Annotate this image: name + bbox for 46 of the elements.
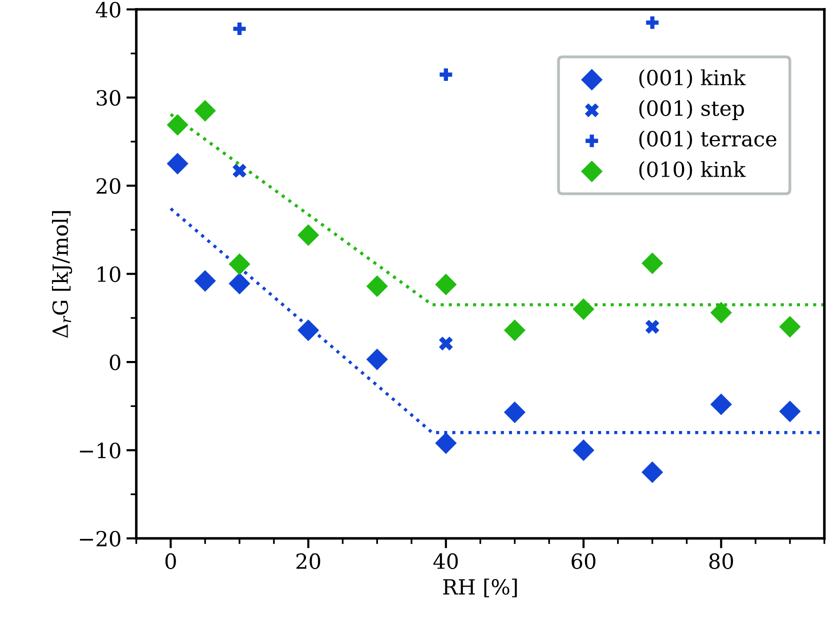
point [298,319,320,342]
point [435,432,457,454]
point [440,68,452,81]
x-tick-label: 60 [572,553,596,570]
point [166,152,188,174]
y-axis-title: Δ$_{r}$G [kJ/mol] [52,211,72,338]
point [779,316,801,338]
point [438,336,453,350]
point [504,319,526,342]
point [194,100,216,122]
legend-label: (001) kink [639,69,746,88]
point [710,394,732,416]
point [710,302,732,324]
point [228,272,250,294]
point [194,270,216,292]
point [232,164,246,178]
legend-label: (001) step [639,100,744,120]
y-tick-label: 40 [96,2,120,18]
legend-label: (001) terrace [639,130,776,150]
point [366,275,388,298]
point [646,16,659,29]
point [779,400,801,422]
y-tick-label: 20 [96,178,120,194]
y-tick-label: 30 [96,90,120,106]
x-axis-title: RH [%] [443,578,517,598]
x-tick-label: 20 [296,553,320,570]
y-tick-label: −10 [80,442,120,458]
point [642,252,664,274]
legend-label: (010) kink [639,161,746,180]
point [642,461,664,484]
x-tick-label: 0 [165,553,176,570]
point [572,439,594,461]
point [435,274,457,296]
point [645,320,660,334]
x-tick-label: 40 [433,553,458,570]
point [166,114,188,136]
point [572,298,594,320]
point [233,22,246,36]
point [228,253,250,275]
point [298,224,320,246]
point [366,348,388,370]
y-tick-label: −20 [80,530,120,547]
y-tick-label: 10 [98,266,120,282]
point [504,401,526,424]
y-tick-label: 0 [110,354,120,370]
x-tick-label: 80 [709,553,734,570]
